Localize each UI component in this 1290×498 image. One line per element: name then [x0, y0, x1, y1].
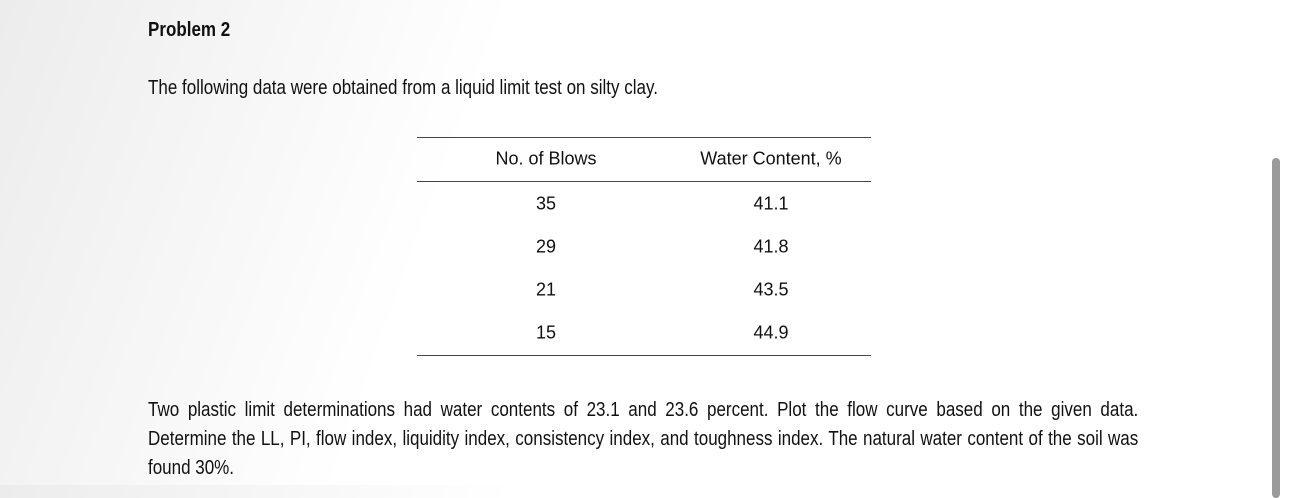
- table-cell: 35: [535, 193, 557, 214]
- table-cell: 29: [535, 236, 557, 257]
- table-rule: [417, 355, 871, 356]
- table-cell: 43.5: [753, 279, 789, 300]
- table-rule: [417, 181, 871, 182]
- problem-text: Two plastic limit determinations had wat…: [148, 399, 1139, 479]
- intro-text: The following data were obtained from a …: [148, 77, 658, 99]
- table-cell: 44.9: [753, 322, 789, 343]
- table-cell: 41.1: [753, 193, 789, 214]
- table-cell: 41.8: [753, 236, 789, 257]
- table-cell: 21: [535, 279, 557, 300]
- scrollbar[interactable]: [1272, 158, 1280, 498]
- column-header: Water Content, %: [700, 148, 842, 169]
- title: Problem 2: [148, 19, 231, 41]
- table-cell: 15: [535, 322, 557, 343]
- table-rule: [417, 137, 871, 138]
- column-header: No. of Blows: [495, 148, 597, 169]
